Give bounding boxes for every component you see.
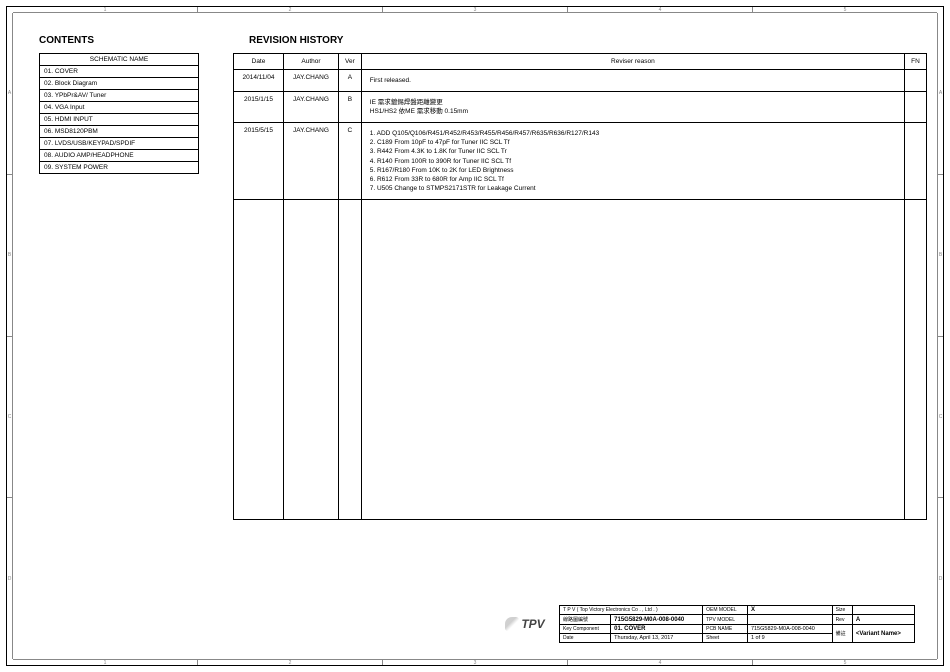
ruler-seg: 4 xyxy=(568,7,753,12)
tb-size xyxy=(852,606,914,615)
revision-row: 2015/1/15JAY.CHANGBIE 需求鍍錫焊盤距離變更HS1/HS2 … xyxy=(234,92,927,123)
tb-part-lbl: 線路圖編號 xyxy=(560,615,611,625)
tb-tpv-lbl: TPV MODEL xyxy=(703,615,748,625)
ruler-seg: D xyxy=(938,498,943,659)
title-block: TPV T P V ( Top Victory Electronics Co .… xyxy=(495,605,915,643)
revision-body: 2014/11/04JAY.CHANGAFirst released.2015/… xyxy=(234,70,927,520)
rev-date: 2014/11/04 xyxy=(234,70,284,92)
ruler-seg: 2 xyxy=(198,660,383,665)
ruler-seg: A xyxy=(7,13,12,175)
schematic-item: 06. MSD8120PBM xyxy=(40,126,199,138)
rev-reason: First released. xyxy=(361,70,904,92)
rev-ver: A xyxy=(339,70,362,92)
revision-table: Date Author Ver Reviser reason FN 2014/1… xyxy=(233,53,927,520)
rev-hdr-author: Author xyxy=(284,54,339,70)
ruler-right: ABCD xyxy=(937,13,943,659)
title-grid: T P V ( Top Victory Electronics Co . , L… xyxy=(559,605,915,643)
rev-reason: IE 需求鍍錫焊盤距離變更HS1/HS2 依ME 需求移動 0.15mm xyxy=(361,92,904,123)
ruler-seg: C xyxy=(938,337,943,499)
tb-kc: 01. COVER xyxy=(611,625,703,634)
ruler-seg: B xyxy=(938,175,943,337)
schematic-item: 07. LVDS/USB/KEYPAD/SPDIF xyxy=(40,138,199,150)
rev-fn xyxy=(905,123,927,200)
schematic-item: 02. Block Diagram xyxy=(40,78,199,90)
rev-date: 2015/1/15 xyxy=(234,92,284,123)
schematic-table: SCHEMATIC NAME 01. COVER02. Block Diagra… xyxy=(39,53,199,174)
tb-oem-lbl: OEM MODEL xyxy=(703,606,748,615)
tb-sheet-lbl: Sheet xyxy=(703,634,748,643)
schematic-item: 08. AUDIO AMP/HEADPHONE xyxy=(40,150,199,162)
rev-hdr-fn: FN xyxy=(905,54,927,70)
tb-company: T P V ( Top Victory Electronics Co . , L… xyxy=(560,606,703,615)
tb-oem: X xyxy=(747,606,832,615)
tb-sheet: 1 of 9 xyxy=(747,634,832,643)
contents-title: CONTENTS xyxy=(39,35,94,46)
ruler-left: ABCD xyxy=(7,13,13,659)
tb-pcb-lbl: PCB NAME xyxy=(703,625,748,634)
ruler-seg: A xyxy=(938,13,943,175)
drawing-frame: 12345 12345 ABCD ABCD CONTENTS SCHEMATIC… xyxy=(6,6,944,666)
ruler-seg: D xyxy=(7,498,12,659)
rev-ver: C xyxy=(339,123,362,200)
rev-hdr-date: Date xyxy=(234,54,284,70)
tpv-logo: TPV xyxy=(495,605,555,643)
ruler-seg: 3 xyxy=(383,7,568,12)
ruler-bottom: 12345 xyxy=(13,659,937,665)
schematic-item: 09. SYSTEM POWER xyxy=(40,162,199,174)
rev-hdr-reason: Reviser reason xyxy=(361,54,904,70)
rev-fn xyxy=(905,92,927,123)
schematic-body: 01. COVER02. Block Diagram03. YPbPr&AV/ … xyxy=(40,66,199,174)
rev-hdr-ver: Ver xyxy=(339,54,362,70)
ruler-seg: 2 xyxy=(198,7,383,12)
rev-author: JAY.CHANG xyxy=(284,70,339,92)
rev-author: JAY.CHANG xyxy=(284,123,339,200)
revision-title: REVISION HISTORY xyxy=(249,35,343,46)
ruler-seg: 1 xyxy=(13,7,198,12)
tpv-logo-mark xyxy=(505,617,519,631)
revision-row: 2015/5/15JAY.CHANGC1. ADD Q105/Q106/R451… xyxy=(234,123,927,200)
ruler-seg: 3 xyxy=(383,660,568,665)
rev-date: 2015/5/15 xyxy=(234,123,284,200)
rev-ver: B xyxy=(339,92,362,123)
ruler-seg: C xyxy=(7,337,12,499)
ruler-seg: 5 xyxy=(753,660,937,665)
tb-note-lbl: 備註 xyxy=(832,625,852,643)
tb-part: 715G5829-M0A-008-0040 xyxy=(611,615,703,625)
ruler-seg: B xyxy=(7,175,12,337)
ruler-seg: 5 xyxy=(753,7,937,12)
rev-author: JAY.CHANG xyxy=(284,92,339,123)
tb-pcb: 715G5829-M0A-008-0040 xyxy=(747,625,832,634)
schematic-item: 05. HDMI INPUT xyxy=(40,114,199,126)
schematic-header: SCHEMATIC NAME xyxy=(40,54,199,66)
ruler-top: 12345 xyxy=(13,7,937,13)
revision-row: 2014/11/04JAY.CHANGAFirst released. xyxy=(234,70,927,92)
rev-reason: 1. ADD Q105/Q106/R451/R452/R453/R455/R45… xyxy=(361,123,904,200)
tb-rev: A xyxy=(852,615,914,625)
tb-variant: <Variant Name> xyxy=(852,625,914,643)
rev-fn xyxy=(905,70,927,92)
schematic-item: 04. VGA Input xyxy=(40,102,199,114)
ruler-seg: 4 xyxy=(568,660,753,665)
tb-date: Thursday, April 13, 2017 xyxy=(611,634,703,643)
tb-date-lbl: Date xyxy=(560,634,611,643)
tb-tpv xyxy=(747,615,832,625)
schematic-item: 03. YPbPr&AV/ Tuner xyxy=(40,90,199,102)
schematic-item: 01. COVER xyxy=(40,66,199,78)
tb-size-lbl: Size xyxy=(832,606,852,615)
tb-rev-lbl: Rev xyxy=(832,615,852,625)
revision-filler xyxy=(234,199,927,519)
content-area: CONTENTS SCHEMATIC NAME 01. COVER02. Blo… xyxy=(19,19,931,653)
tb-kc-lbl: Key Component xyxy=(560,625,611,634)
ruler-seg: 1 xyxy=(13,660,198,665)
